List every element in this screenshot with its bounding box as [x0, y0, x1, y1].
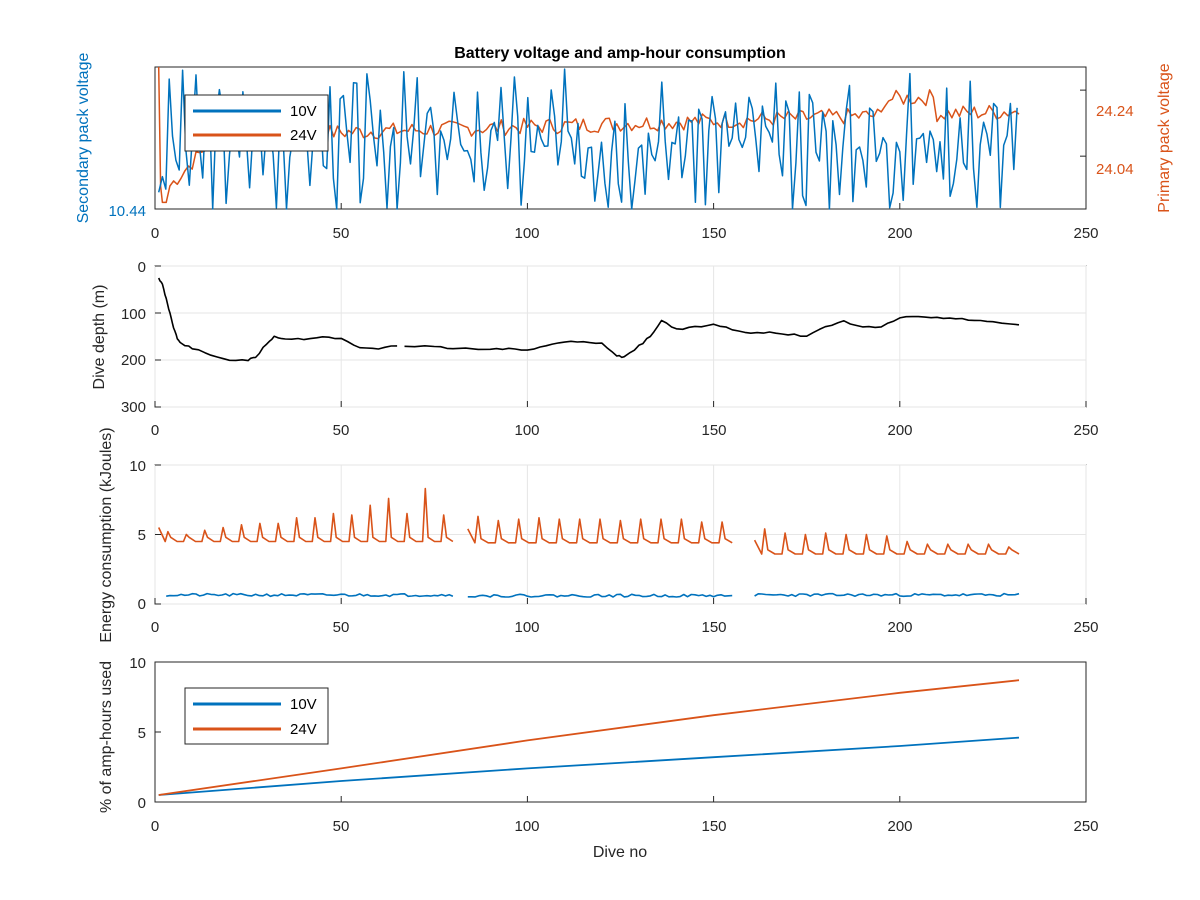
series-line-energy-10v [467, 593, 733, 598]
y-tick-label: 5 [138, 527, 146, 544]
series-line-depth [404, 315, 1020, 359]
series-line-energy-24v [157, 487, 454, 543]
y-tick-label: 0 [138, 596, 146, 613]
x-tick-label: 100 [514, 422, 539, 439]
legend-label-24v: 24V [290, 127, 317, 144]
x-tick-label: 0 [151, 619, 159, 636]
x-tick-label: 50 [333, 422, 350, 439]
x-tick-label: 150 [701, 818, 726, 835]
x-tick-label: 0 [151, 422, 159, 439]
y-tick-label: 100 [121, 306, 146, 323]
y-axis-label-right: Primary pack voltage [1156, 63, 1173, 212]
y-tick-label-left: 10.44 [108, 203, 146, 220]
y-tick-label: 300 [121, 399, 146, 416]
y-axis-left: 10.44 Secondary pack voltage [75, 53, 146, 224]
x-tick-label: 150 [701, 422, 726, 439]
series-line-energy-10v [166, 592, 454, 598]
plot-area [154, 661, 1087, 803]
x-tick-label: 250 [1073, 225, 1098, 242]
x-tick-label: 150 [701, 619, 726, 636]
y-axis: 0 5 10 Energy consumption (kJoules) [98, 427, 146, 642]
subplot-depth: 0 50 100 150 200 250 0 100 200 300 Dive … [91, 259, 1099, 439]
legend: 10V 24V [184, 687, 329, 745]
x-tick-label: 100 [514, 225, 539, 242]
y-tick-label: 200 [121, 352, 146, 369]
y-tick-label: 5 [138, 725, 146, 742]
series-line-10v [158, 736, 1020, 796]
series-line-energy-10v [754, 592, 1020, 598]
x-axis-label: Dive no [593, 844, 647, 861]
legend-box [184, 94, 329, 152]
y-axis: 0 100 200 300 Dive depth (m) [91, 259, 146, 416]
x-axis: 0 50 100 150 200 250 [151, 225, 1099, 242]
legend-label-24v: 24V [290, 721, 317, 738]
x-tick-label: 100 [514, 818, 539, 835]
y-tick-label: 0 [138, 259, 146, 276]
y-tick-label: 10 [129, 458, 146, 475]
axes-frame [154, 265, 1087, 408]
legend-label-10v: 10V [290, 696, 317, 713]
series-line-24v [158, 679, 1020, 796]
x-tick-label: 100 [514, 619, 539, 636]
x-tick-label: 150 [701, 225, 726, 242]
x-tick-label: 200 [887, 422, 912, 439]
x-tick-label: 250 [1073, 619, 1098, 636]
x-tick-label: 0 [151, 818, 159, 835]
y-tick-label-right: 24.04 [1096, 161, 1134, 178]
x-axis: 0 50 100 150 200 250 Dive no [151, 818, 1099, 861]
y-axis-label: Energy consumption (kJoules) [98, 427, 115, 642]
y-tick-label: 10 [129, 655, 146, 672]
plot-area [154, 265, 1087, 408]
legend-box [184, 687, 329, 745]
subplot-energy: 0 50 100 150 200 250 0 5 10 Energy consu… [98, 427, 1099, 642]
subplot-voltage: Battery voltage and amp-hour consumption… [75, 45, 1173, 242]
subplot-amp-hours: 0 50 100 150 200 250 Dive no 0 5 10 % of… [98, 655, 1099, 861]
x-tick-label: 250 [1073, 422, 1098, 439]
y-axis-label: % of amp-hours used [98, 661, 115, 813]
x-tick-label: 200 [887, 225, 912, 242]
x-tick-label: 50 [333, 619, 350, 636]
x-axis: 0 50 100 150 200 250 [151, 619, 1099, 636]
series-line-energy-24v [753, 528, 1020, 555]
x-tick-label: 250 [1073, 818, 1098, 835]
x-axis: 0 50 100 150 200 250 [151, 422, 1099, 439]
x-tick-label: 50 [333, 818, 350, 835]
plot-area [154, 464, 1087, 605]
chart-title: Battery voltage and amp-hour consumption [454, 45, 786, 62]
y-axis-label-left: Secondary pack voltage [75, 53, 92, 224]
y-axis: 0 5 10 % of amp-hours used [98, 655, 146, 813]
y-tick-label-right: 24.24 [1096, 103, 1134, 120]
series-line-energy-24v [467, 515, 733, 544]
y-tick-label: 0 [138, 795, 146, 812]
y-axis-right: 24.04 24.24 Primary pack voltage [1096, 63, 1173, 212]
x-tick-label: 0 [151, 225, 159, 242]
x-tick-label: 200 [887, 818, 912, 835]
x-tick-label: 50 [333, 225, 350, 242]
legend-label-10v: 10V [290, 103, 317, 120]
y-axis-label: Dive depth (m) [91, 285, 108, 390]
series-line-depth [157, 277, 398, 362]
x-tick-label: 200 [887, 619, 912, 636]
legend: 10V 24V [184, 94, 329, 152]
